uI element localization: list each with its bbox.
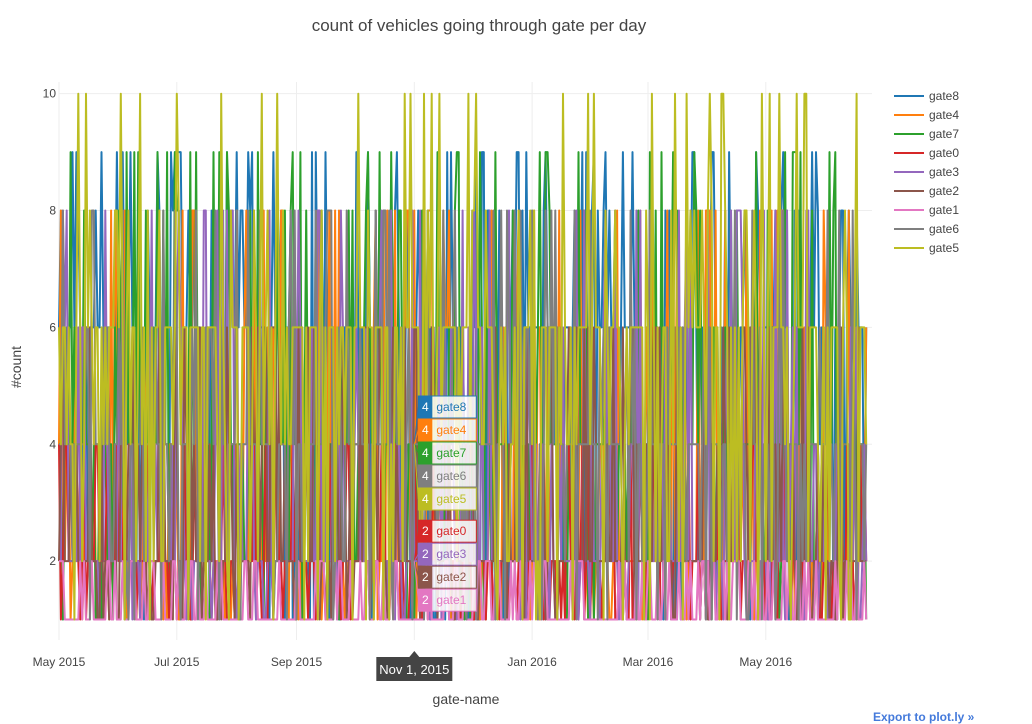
hover-label-gate0: 2 gate0 [413, 519, 477, 562]
export-to-plotly-link[interactable]: Export to plot.ly » [873, 710, 975, 724]
hover-series-name: gate6 [436, 469, 466, 483]
legend-label: gate8 [929, 89, 959, 103]
y-tick-label: 8 [49, 204, 56, 218]
legend-item-gate7[interactable]: gate7 [894, 127, 959, 141]
legend-label: gate7 [929, 127, 959, 141]
hover-series-name: gate1 [436, 593, 466, 607]
hover-value: 4 [422, 469, 429, 483]
x-tick-label: May 2015 [33, 655, 86, 669]
hover-value: 4 [422, 423, 429, 437]
hover-label-gate2: 2 gate2 [413, 560, 477, 589]
x-tick-label: Sep 2015 [271, 655, 323, 669]
hover-value: 4 [422, 446, 429, 460]
series-line-gate5[interactable] [58, 92, 868, 621]
hover-series-name: gate5 [436, 492, 466, 506]
legend-item-gate4[interactable]: gate4 [894, 108, 959, 122]
hover-tooltips: 4 gate8 4 gate4 4 gate7 4 gate6 4 gate5 2 gate0 2 gat… [376, 395, 477, 681]
y-tick-label: 2 [49, 554, 56, 568]
hover-value: 4 [422, 492, 429, 506]
hover-series-name: gate8 [436, 400, 466, 414]
hover-label-gate6: 4 gate6 [413, 444, 477, 488]
legend[interactable]: gate8 gate4 gate7 gate0 gate3 gate2 gate1 gate6… [894, 89, 959, 255]
y-tick-label: 4 [49, 437, 56, 451]
x-axis-title: gate-name [433, 691, 500, 707]
hover-series-name: gate0 [436, 524, 466, 538]
x-tick-label: Jan 2016 [507, 655, 557, 669]
hover-series-name: gate4 [436, 423, 466, 437]
legend-item-gate2[interactable]: gate2 [894, 184, 959, 198]
y-axis: 2 4 6 8 10 [43, 87, 57, 568]
legend-item-gate6[interactable]: gate6 [894, 222, 959, 236]
hover-label-gate5: 4 gate5 [413, 444, 477, 511]
x-tick-label: Mar 2016 [623, 655, 674, 669]
hover-value: 2 [422, 570, 429, 584]
legend-item-gate0[interactable]: gate0 [894, 146, 959, 160]
hover-series-name: gate2 [436, 570, 466, 584]
hover-value: 2 [422, 547, 429, 561]
legend-item-gate8[interactable]: gate8 [894, 89, 959, 103]
y-tick-label: 6 [49, 320, 56, 334]
hover-value: 2 [422, 593, 429, 607]
legend-label: gate1 [929, 203, 959, 217]
legend-item-gate3[interactable]: gate3 [894, 165, 959, 179]
legend-label: gate0 [929, 146, 959, 160]
hover-label-gate7: 4 gate7 [413, 441, 477, 465]
hover-series-name: gate3 [436, 547, 466, 561]
hover-label-gate1: 2 gate1 [413, 561, 477, 612]
chart-title: count of vehicles going through gate per… [312, 16, 647, 35]
legend-label: gate6 [929, 222, 959, 236]
legend-item-gate5[interactable]: gate5 [894, 241, 959, 255]
y-axis-title: #count [8, 346, 24, 388]
legend-label: gate3 [929, 165, 959, 179]
legend-item-gate1[interactable]: gate1 [894, 203, 959, 217]
x-tick-label: Jul 2015 [154, 655, 200, 669]
legend-label: gate2 [929, 184, 959, 198]
hover-value: 2 [422, 524, 429, 538]
x-hover-date: Nov 1, 2015 [379, 662, 449, 677]
hover-series-name: gate7 [436, 446, 466, 460]
legend-label: gate5 [929, 241, 959, 255]
y-tick-label: 10 [43, 87, 57, 101]
x-tick-label: May 2016 [739, 655, 792, 669]
x-hover-label: Nov 1, 2015 [376, 651, 453, 681]
series-line-gate1[interactable] [59, 560, 868, 621]
hover-label-gate3: 2 gate3 [413, 542, 477, 566]
legend-label: gate4 [929, 108, 959, 122]
hover-value: 4 [422, 400, 429, 414]
hover-label-gate8: 4 gate8 [413, 395, 477, 445]
hover-label-gate4: 4 gate4 [413, 418, 477, 445]
